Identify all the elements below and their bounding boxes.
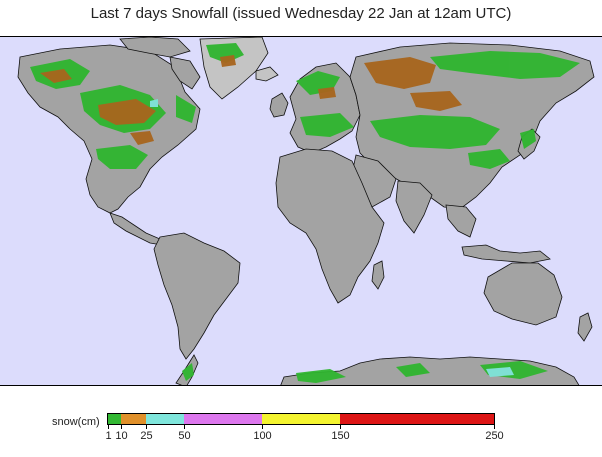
legend-tick-label-150: 150	[331, 430, 350, 442]
legend-tick-label-250: 250	[485, 430, 504, 442]
legend: snow(cm) 1 10 25 50 100 150 250	[0, 390, 602, 457]
legend-tick-50	[184, 424, 185, 429]
legend-bin-150-250	[340, 414, 494, 424]
south-america	[153, 232, 241, 360]
legend-tick-label-25: 25	[140, 430, 153, 442]
legend-bin-1-10	[108, 414, 121, 424]
snow-25-50cm	[150, 99, 514, 377]
iceland	[255, 66, 279, 82]
legend-tick-1	[108, 424, 109, 429]
snowfall-map[interactable]	[0, 36, 602, 386]
legend-tick-25	[146, 424, 147, 429]
legend-bin-100-150	[262, 414, 340, 424]
legend-tick-100	[262, 424, 263, 429]
world-map-svg	[0, 37, 602, 385]
legend-label: snow(cm)	[52, 416, 100, 428]
map-title: Last 7 days Snowfall (issued Wednesday 2…	[90, 5, 512, 22]
legend-bin-10-25	[121, 414, 146, 424]
legend-tick-150	[340, 424, 341, 429]
snow-10-25cm	[40, 55, 462, 145]
canadian-islands	[119, 37, 191, 58]
india	[395, 180, 433, 234]
legend-tick-250	[494, 424, 495, 429]
uk-ireland	[269, 92, 289, 118]
legend-color-bar	[107, 413, 495, 425]
africa	[275, 148, 385, 304]
indonesia	[461, 244, 551, 264]
legend-tick-10	[121, 424, 122, 429]
legend-tick-label-100: 100	[253, 430, 272, 442]
legend-bin-25-50	[146, 414, 184, 424]
legend-tick-label-1: 1	[105, 430, 112, 442]
legend-bin-50-100	[184, 414, 262, 424]
legend-tick-label-50: 50	[178, 430, 191, 442]
madagascar	[371, 260, 385, 290]
new-zealand	[577, 312, 593, 342]
australia	[483, 262, 563, 326]
legend-tick-label-10: 10	[115, 430, 128, 442]
southeast-asia	[445, 204, 477, 238]
baffin-island	[169, 56, 201, 90]
